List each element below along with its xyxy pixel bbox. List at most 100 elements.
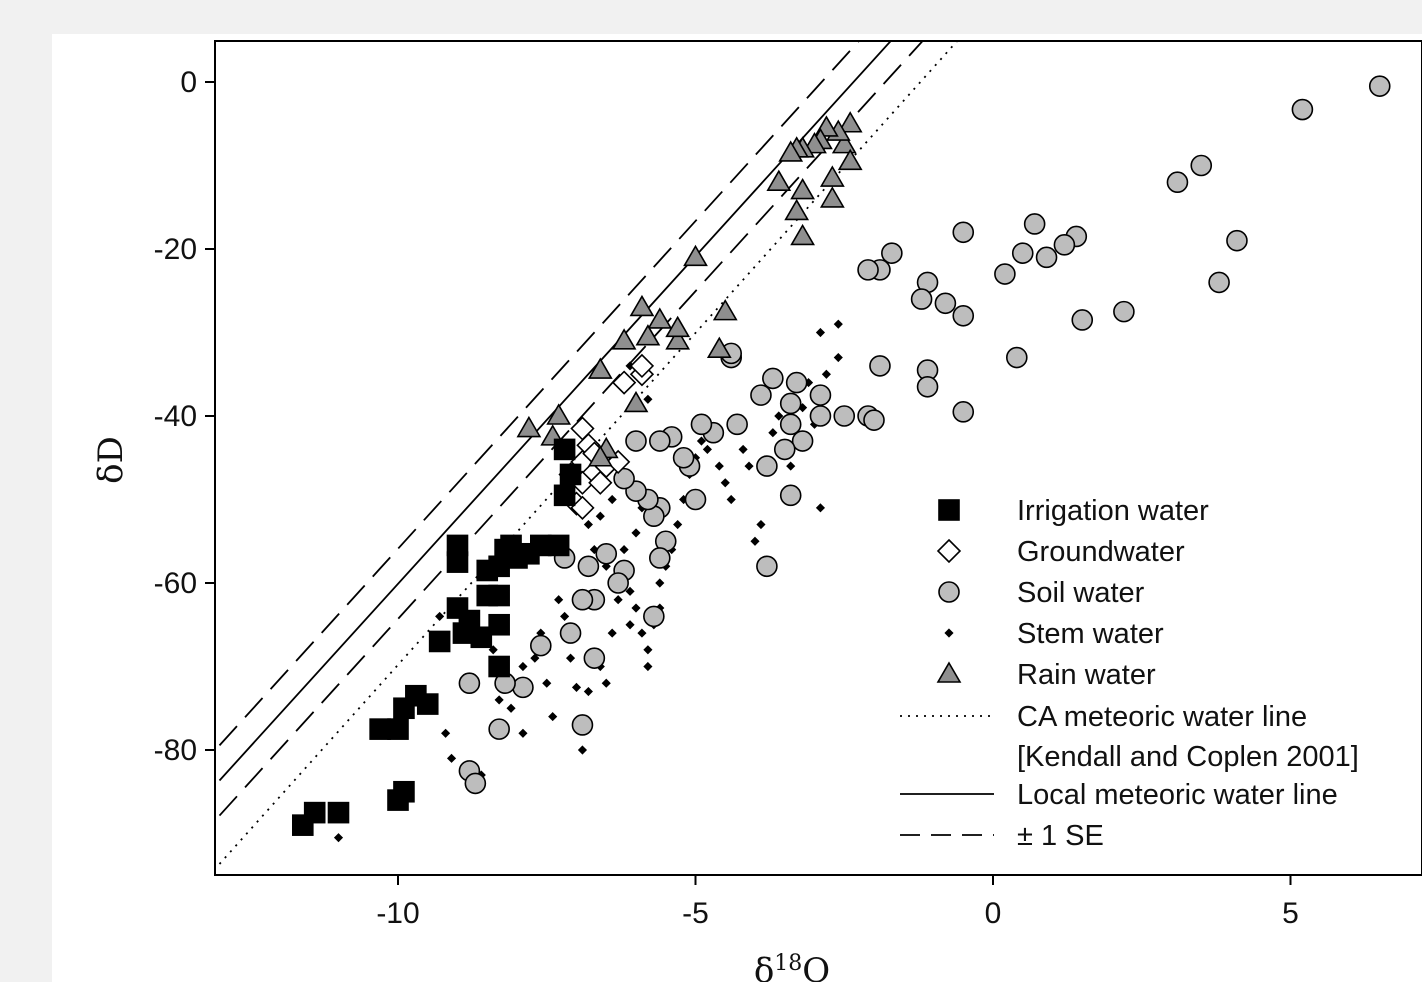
soil-water-point (607, 572, 629, 594)
soil-water-point (863, 409, 885, 431)
rain-water-point (546, 403, 572, 425)
soil-water-point (595, 542, 618, 565)
soil-water-point (458, 672, 481, 695)
irrigation-water-point (547, 534, 570, 557)
soil-water-point (1071, 309, 1094, 331)
soil-water-point (1053, 234, 1076, 256)
soil-water-point (809, 405, 832, 427)
soil-water-point (857, 259, 879, 281)
irrigation-water-point (458, 609, 481, 632)
stem-water-point (631, 603, 641, 613)
soil-water-point (464, 772, 487, 795)
legend-item-groundwater-label: Groundwater (1017, 536, 1185, 568)
stem-water-point (494, 695, 504, 705)
legend-item-stem-water-swatch (944, 628, 954, 638)
soil-water-point (785, 371, 808, 394)
legend-item-local-meteoric-water-line-label: Local meteoric water line (1017, 779, 1338, 811)
rain-water-point (611, 328, 637, 350)
soil-water-point (869, 355, 891, 377)
soil-water-point (1035, 246, 1058, 269)
legend-item-ca-meteoric-water-line-label: CA meteoric water line (1017, 701, 1307, 733)
soil-water-point (643, 605, 665, 628)
groundwater-point (588, 470, 613, 495)
irrigation-water-point (303, 801, 326, 824)
soil-water-point (613, 467, 635, 490)
line-dotted-0 (218, 41, 959, 865)
legend-item-1-se-label: ± 1 SE (1017, 820, 1104, 852)
line-dashed-3 (218, 41, 924, 817)
stem-water-point (643, 394, 653, 404)
stem-water-point (655, 578, 665, 588)
stem-water-point (643, 661, 653, 672)
stem-water-point (583, 686, 593, 697)
stem-water-point (548, 712, 558, 722)
stem-water-point (607, 628, 617, 638)
stem-water-point (696, 436, 707, 446)
x-tick-label: 5 (1282, 897, 1299, 930)
rain-water-point (819, 186, 845, 208)
soil-water-point (1190, 154, 1213, 177)
soil-water-point (773, 438, 796, 461)
soil-water-point (1023, 213, 1046, 235)
stem-water-point (601, 678, 611, 688)
legend-item-irrigation-water-label: Irrigation water (1017, 495, 1209, 527)
rain-water-point (837, 111, 863, 133)
reference-lines (218, 41, 959, 865)
stem-water-point (786, 461, 796, 471)
data-points (292, 75, 1391, 843)
legend-item-ca-meteoric-water-line-label-2: [Kendall and Coplen 2001] (1017, 741, 1359, 773)
rain-water-point (665, 315, 691, 338)
irrigation-water-point (553, 484, 576, 507)
stem-water-point (673, 519, 683, 530)
y-tick-label: -60 (154, 567, 197, 600)
legend-item-rain-water-label: Rain water (1017, 659, 1156, 691)
y-tick-label: -20 (154, 233, 197, 266)
irrigation-water-point (553, 438, 576, 461)
stem-water-point (333, 833, 344, 843)
y-tick-label: 0 (180, 66, 197, 99)
stem-water-point (833, 319, 843, 329)
stem-water-point (833, 352, 843, 363)
stem-water-point (542, 678, 552, 688)
stem-water-point (744, 461, 754, 471)
soil-water-point (762, 367, 784, 390)
stem-water-point (625, 586, 635, 596)
stem-water-point (815, 503, 826, 513)
rain-water-point (790, 223, 815, 246)
y-tick-label: -40 (154, 400, 197, 433)
irrigation-water-point (369, 718, 391, 740)
stem-water-point (560, 611, 570, 621)
legend-item-soil-water-swatch (938, 581, 960, 603)
soil-water-point (512, 676, 534, 699)
stem-water-point (435, 611, 445, 621)
stem-water-point (643, 645, 653, 655)
stem-water-point (774, 411, 784, 421)
stem-water-point (607, 494, 617, 505)
soil-water-point (910, 288, 933, 310)
rain-water-point (516, 415, 542, 438)
soil-water-point (934, 292, 957, 315)
y-axis-label: δD (91, 436, 131, 484)
legend-item-rain-water-swatch (936, 661, 962, 683)
stem-water-point (631, 528, 641, 538)
stem-water-point (506, 703, 516, 713)
soil-water-point (916, 375, 939, 398)
soil-water-point (779, 484, 802, 507)
soil-water-point (994, 263, 1016, 285)
groundwater-point (611, 370, 637, 395)
rain-water-point (712, 299, 738, 321)
y-tick-label: -80 (154, 734, 197, 767)
rain-water-point (790, 177, 815, 200)
x-axis-label: δ18O (754, 951, 830, 982)
irrigation-water-point (387, 718, 409, 740)
soil-water-point (756, 555, 778, 578)
stem-water-point (583, 519, 593, 530)
rain-water-point (831, 132, 857, 154)
soil-water-point (1005, 346, 1028, 369)
stem-water-point (720, 478, 730, 488)
stem-water-point (738, 444, 748, 454)
irrigation-water-point (488, 584, 510, 607)
soil-water-point (648, 430, 671, 452)
x-tick-label: 0 (985, 897, 1002, 930)
stem-water-point (726, 494, 736, 505)
